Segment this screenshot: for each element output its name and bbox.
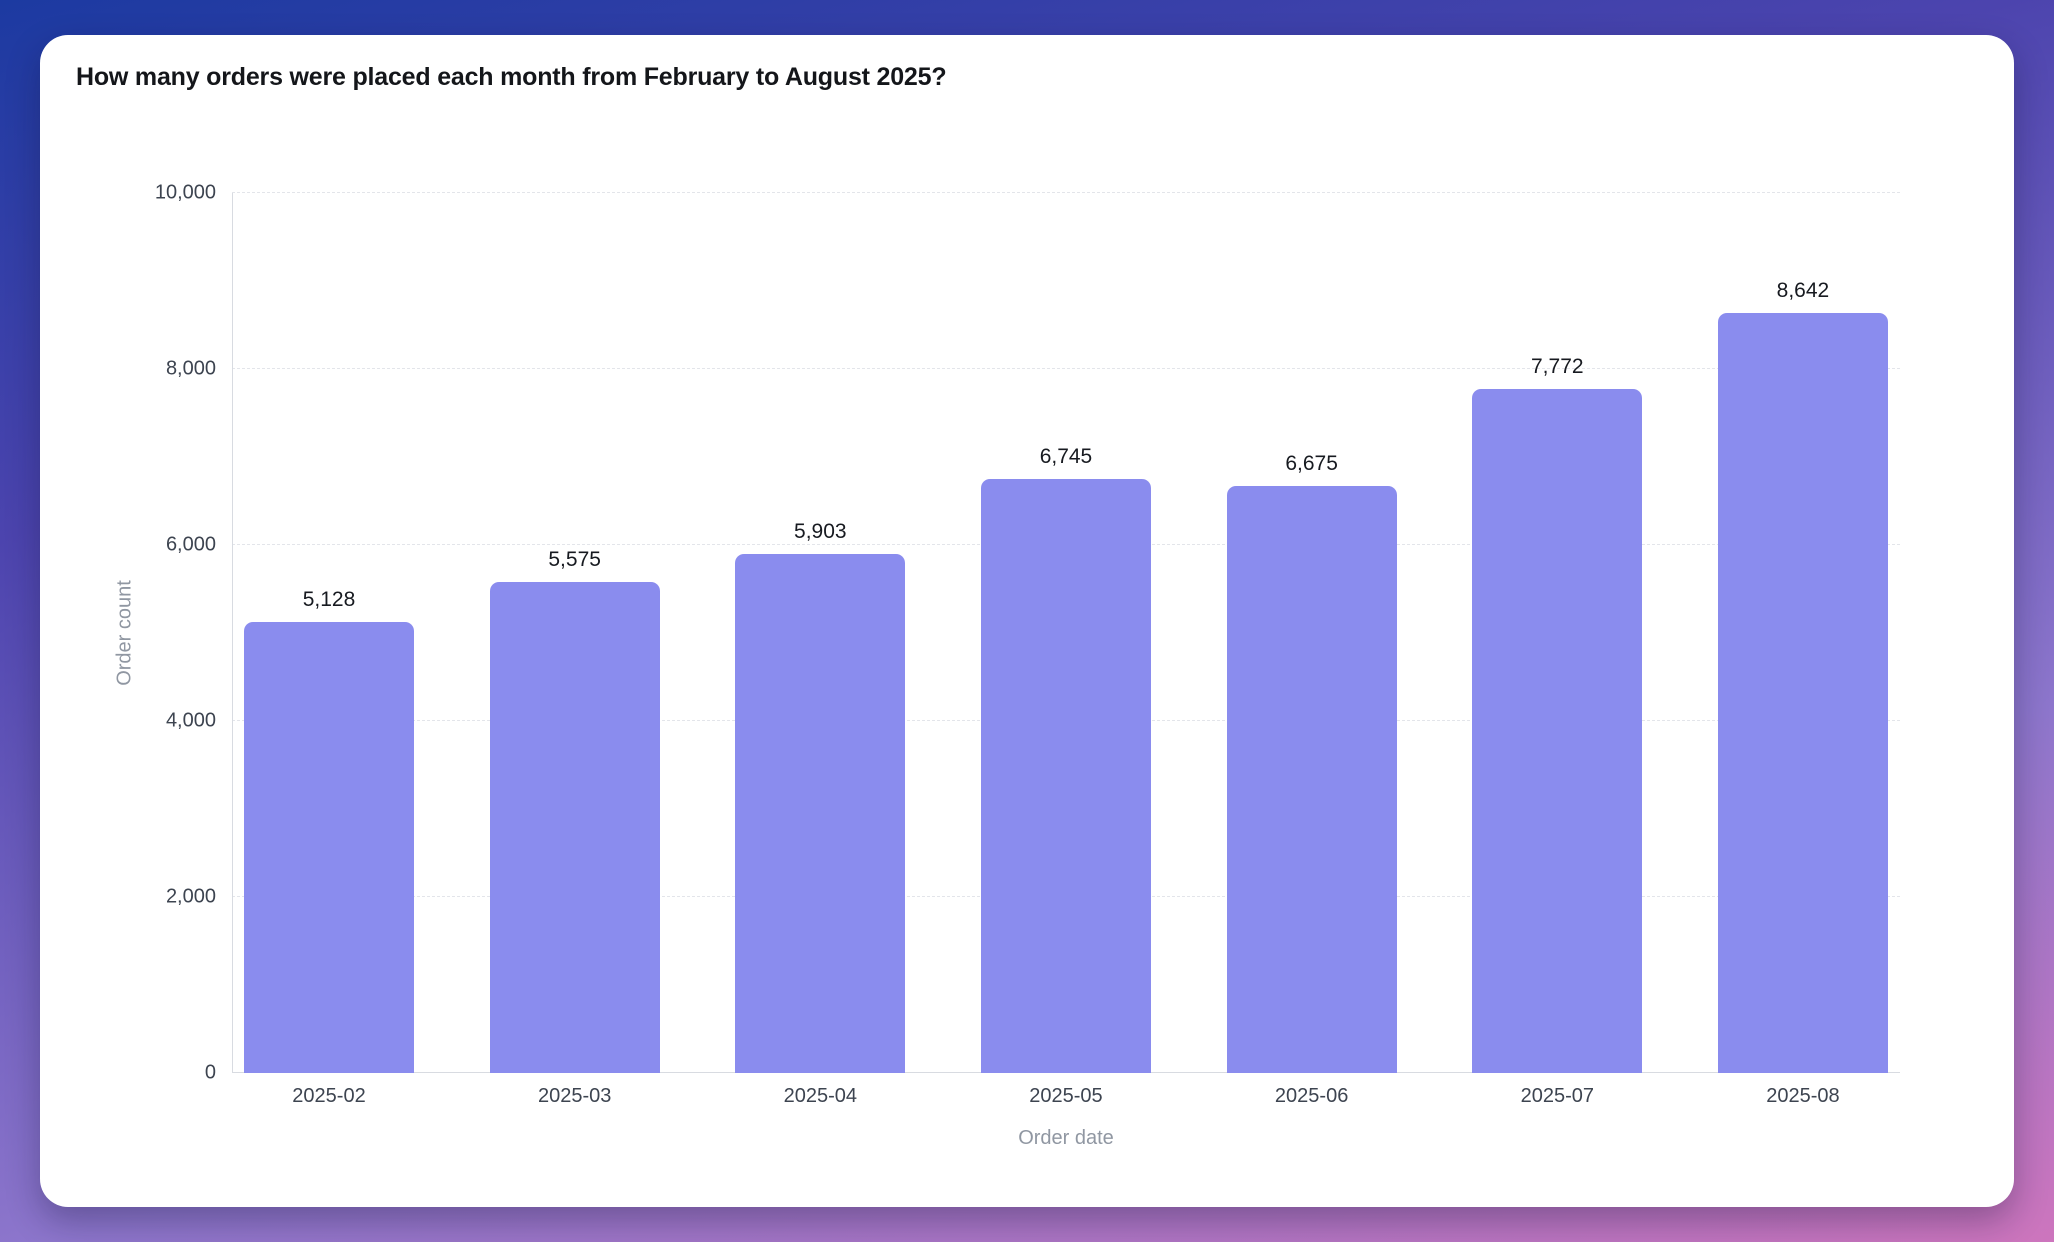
bar-value-label: 6,675 (1285, 451, 1338, 475)
y-tick-label: 8,000 (165, 357, 216, 380)
bar-group: 6,675 (1226, 193, 1397, 1073)
bar-value-label: 5,903 (794, 519, 847, 543)
plot-area: 5,128 5,575 5,903 6,745 6,675 7,772 8,642 (232, 192, 1900, 1073)
x-tick-label: 2025-05 (1029, 1085, 1103, 1107)
bar-value-label: 7,772 (1531, 355, 1584, 379)
chart-card: How many orders were placed each month f… (40, 35, 2014, 1207)
x-axis-tick-labels: 2025-02 2025-03 2025-04 2025-05 2025-06 2025-… (244, 1085, 1888, 1108)
x-tick-label: 2025-06 (1274, 1085, 1349, 1107)
x-axis-title: Order date (1018, 1127, 1114, 1149)
y-tick-label: 2,000 (165, 885, 216, 908)
bar-group: 7,772 (1472, 193, 1643, 1073)
x-tick-label: 2025-03 (537, 1085, 612, 1107)
bar-group: 5,903 (735, 193, 906, 1073)
bar-2025-06[interactable] (1226, 485, 1397, 1073)
gridline (232, 368, 1900, 369)
bar-2025-02[interactable] (244, 621, 414, 1073)
bar-group: 8,642 (1717, 193, 1888, 1073)
y-tick-label: 0 (204, 1061, 216, 1084)
bar-value-label: 5,128 (302, 587, 356, 611)
bar-value-label: 5,575 (548, 548, 601, 572)
x-tick-label: 2025-07 (1520, 1085, 1594, 1107)
chart-title: How many orders were placed each month f… (76, 63, 947, 91)
y-axis-tick-labels: 0 2,000 4,000 6,000 8,000 10,000 (40, 182, 216, 1084)
bar-value-label: 6,745 (1039, 445, 1093, 469)
x-tick-label: 2025-04 (783, 1085, 858, 1107)
bar-2025-04[interactable] (735, 553, 906, 1073)
gridline (232, 192, 1900, 193)
bar-group: 6,745 (980, 193, 1151, 1073)
bars-container: 5,128 5,575 5,903 6,745 6,675 7,772 8,642 (244, 193, 1888, 1073)
bar-value-label: 8,642 (1776, 278, 1830, 302)
x-tick-label: 2025-08 (1766, 1085, 1840, 1107)
bar-2025-03[interactable] (489, 582, 660, 1073)
bar-2025-07[interactable] (1472, 389, 1643, 1073)
bar-group: 5,128 (244, 193, 414, 1073)
bar-2025-08[interactable] (1717, 312, 1888, 1073)
y-axis-line (232, 193, 233, 1073)
y-tick-label: 10,000 (154, 181, 216, 204)
bar-group: 5,575 (489, 193, 660, 1073)
y-tick-label: 6,000 (165, 533, 216, 556)
x-tick-label: 2025-02 (292, 1085, 366, 1107)
bar-2025-05[interactable] (980, 479, 1151, 1073)
y-tick-label: 4,000 (165, 709, 216, 732)
